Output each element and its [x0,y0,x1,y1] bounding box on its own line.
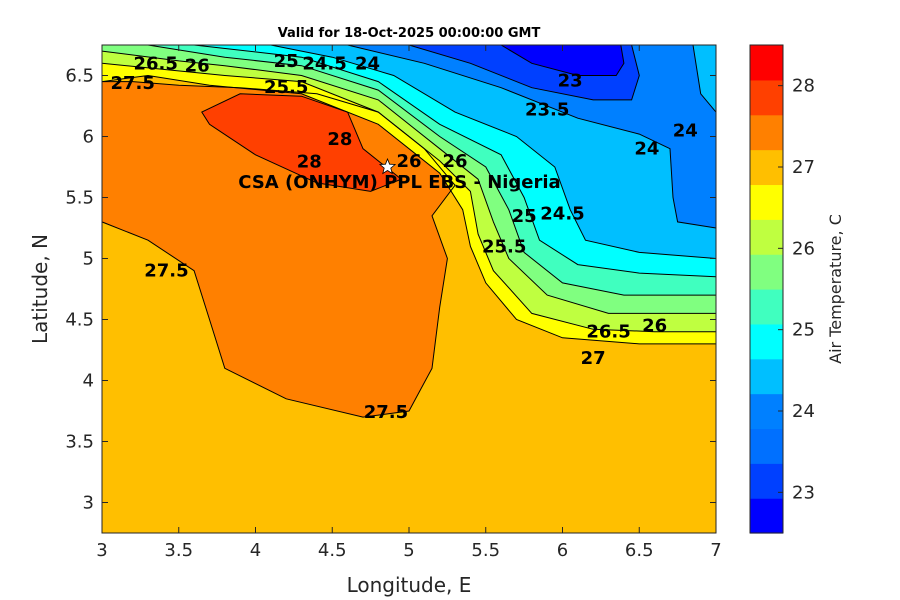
station-star-icon [378,157,397,175]
contour-label: 25 [512,206,537,227]
y-tick-label: 3 [83,493,94,514]
colorbar-band [750,184,783,220]
y-tick-label: 5.5 [65,188,94,209]
colorbar-frame [749,44,784,534]
plot-area [102,45,716,533]
y-tick-label: 6.5 [65,66,94,87]
contour-label: 25.5 [482,236,526,257]
contour-label: 27.5 [364,402,408,423]
x-axis-ticks: 3 3.5 4 4.5 5 5.5 6 6.5 7 [96,45,722,561]
y-tick-label: 3.5 [65,432,94,453]
x-axis-label: Longitude, E [347,573,472,597]
x-tick-label: 6.5 [625,540,654,561]
contour-line-26 [102,50,716,314]
contour-label: 25.5 [264,77,308,98]
x-tick-label: 7 [710,540,721,561]
contour-label: 26 [185,56,210,77]
colorbar-band [750,428,783,464]
colorbar-tick-label: 23 [792,482,815,503]
x-tick-label: 5.5 [471,540,500,561]
colorbar-tick-label: 25 [792,320,815,341]
contour-fill-28 [201,93,402,192]
y-tick-label: 6 [83,127,94,148]
y-axis-label: Latitude, N [28,234,52,344]
contour-label: 23.5 [525,100,569,121]
contour-label: 27.5 [144,261,188,282]
contour-line-23.5 [408,45,640,101]
contour-label: 23 [558,70,583,91]
colorbar-band [750,79,783,116]
contour-line-27 [102,74,716,345]
colorbar-band [750,219,783,255]
station-label: CSA (ONHYM) PPL EBS - Nigeria [238,172,560,193]
x-tick-label: 4 [250,540,261,561]
contour-label: 26 [443,151,468,172]
contour-label: 28 [297,151,322,172]
contour-line-28 [201,93,403,192]
contour-line-24 [347,45,716,229]
contour-label: 26.5 [134,53,178,74]
contour-line-24.5 [270,45,716,259]
y-tick-label: 4.5 [65,310,94,331]
contour-label: 27 [581,348,606,369]
colorbar-band [750,45,783,81]
y-tick-label: 5 [83,249,94,270]
x-tick-label: 6 [557,540,568,561]
x-tick-label: 3 [96,540,107,561]
contour-line-25.5 [147,45,716,296]
contour-label: 24.5 [302,53,346,74]
contour-label: 26.5 [586,322,630,343]
contour-label: 25 [274,51,299,72]
contour-label: 24.5 [540,203,584,224]
colorbar-band [750,114,783,151]
colorbar-band [750,254,783,290]
colorbar-band [750,463,783,499]
contour-line-27.5 [102,81,456,418]
contour-line-23 [500,45,625,76]
contour-label: 26 [396,151,421,172]
x-tick-label: 4.5 [318,540,347,561]
contour-label: 24 [634,139,659,160]
colorbar-band [750,358,783,395]
contour-label: 27.5 [110,73,154,94]
contour-label: 28 [327,129,352,150]
x-tick-label: 5 [403,540,414,561]
contour-label: 24 [673,120,698,141]
colorbar-tick-label: 27 [792,157,815,178]
colorbar-band [750,323,783,360]
colorbar-band [750,149,783,186]
colorbar-band [750,498,783,534]
contour-label: 26 [642,316,667,337]
y-axis-ticks: 3 3.5 4 4.5 5 5.5 6 6.5 [65,66,716,514]
colorbar-band [750,393,783,430]
colorbar-label: Air Temperature, C [826,214,845,364]
colorbar-band [750,289,783,325]
contour-line-26.5 [102,62,716,333]
contour-label: 24 [355,53,380,74]
contour-fill-23 [501,45,624,76]
colorbar-tick-label: 24 [792,401,815,422]
x-tick-label: 3.5 [164,540,193,561]
y-tick-label: 4 [83,371,94,392]
colorbar-tick-label: 26 [792,238,815,259]
chart-title: Valid for 18-Oct-2025 00:00:00 GMT [278,26,541,41]
colorbar: 23 24 25 26 27 28 [749,44,815,534]
colorbar-tick-label: 28 [792,76,815,97]
contour-line-25 [194,45,716,278]
